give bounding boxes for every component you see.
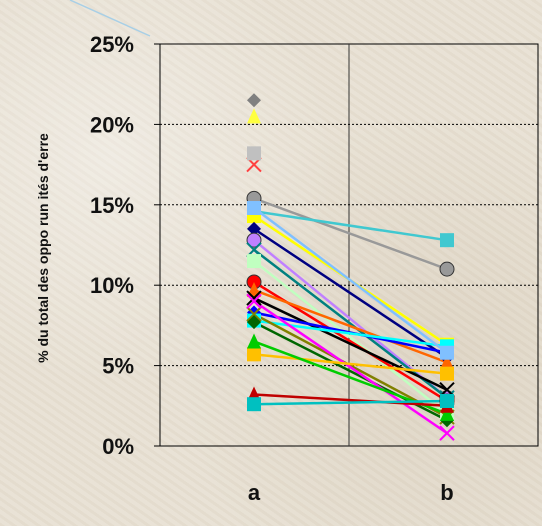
series-line — [253, 313, 448, 419]
series-line — [253, 399, 448, 406]
series-line — [253, 353, 448, 375]
deco-curve-line — [69, 0, 151, 37]
y-tick-label: 15% — [90, 193, 134, 218]
data-point — [246, 290, 262, 306]
series-line — [253, 260, 448, 415]
series-line — [253, 197, 448, 271]
x-tick-label: a — [248, 480, 261, 505]
data-point — [247, 146, 261, 161]
data-point — [247, 93, 261, 108]
y-tick-label: 5% — [102, 354, 134, 379]
y-tick-label: 25% — [90, 32, 134, 57]
x-tick-label: b — [440, 480, 453, 505]
data-point — [247, 254, 261, 269]
series-line — [253, 207, 448, 354]
data-point — [246, 293, 262, 309]
data-point — [247, 347, 261, 362]
y-tick-label: 0% — [102, 434, 134, 459]
y-axis-label: % du total des oppo run ités d'erre — [35, 133, 51, 363]
series-line — [253, 319, 448, 348]
data-point — [247, 333, 261, 349]
data-point — [246, 232, 262, 248]
series-line — [253, 300, 448, 435]
series-line — [253, 288, 448, 364]
data-point — [440, 366, 454, 381]
data-point — [440, 405, 454, 421]
y-tick-label: 10% — [90, 273, 134, 298]
series-line — [253, 393, 448, 408]
data-point — [439, 425, 455, 441]
data-point — [246, 306, 262, 322]
y-tick-label: 20% — [90, 112, 134, 137]
data-point — [247, 315, 261, 330]
data-point — [440, 345, 454, 360]
data-point — [247, 108, 261, 124]
series-line — [253, 296, 448, 391]
plot-area: 0% 5% 10% 15% 20% 25% a b — [90, 32, 539, 505]
data-point — [440, 393, 454, 408]
data-point — [247, 201, 261, 216]
data-point — [247, 221, 261, 236]
data-point — [440, 233, 454, 248]
data-point — [440, 354, 454, 370]
data-point — [439, 261, 455, 277]
data-point — [247, 397, 261, 412]
series-line — [253, 209, 448, 242]
series-line — [253, 227, 448, 359]
